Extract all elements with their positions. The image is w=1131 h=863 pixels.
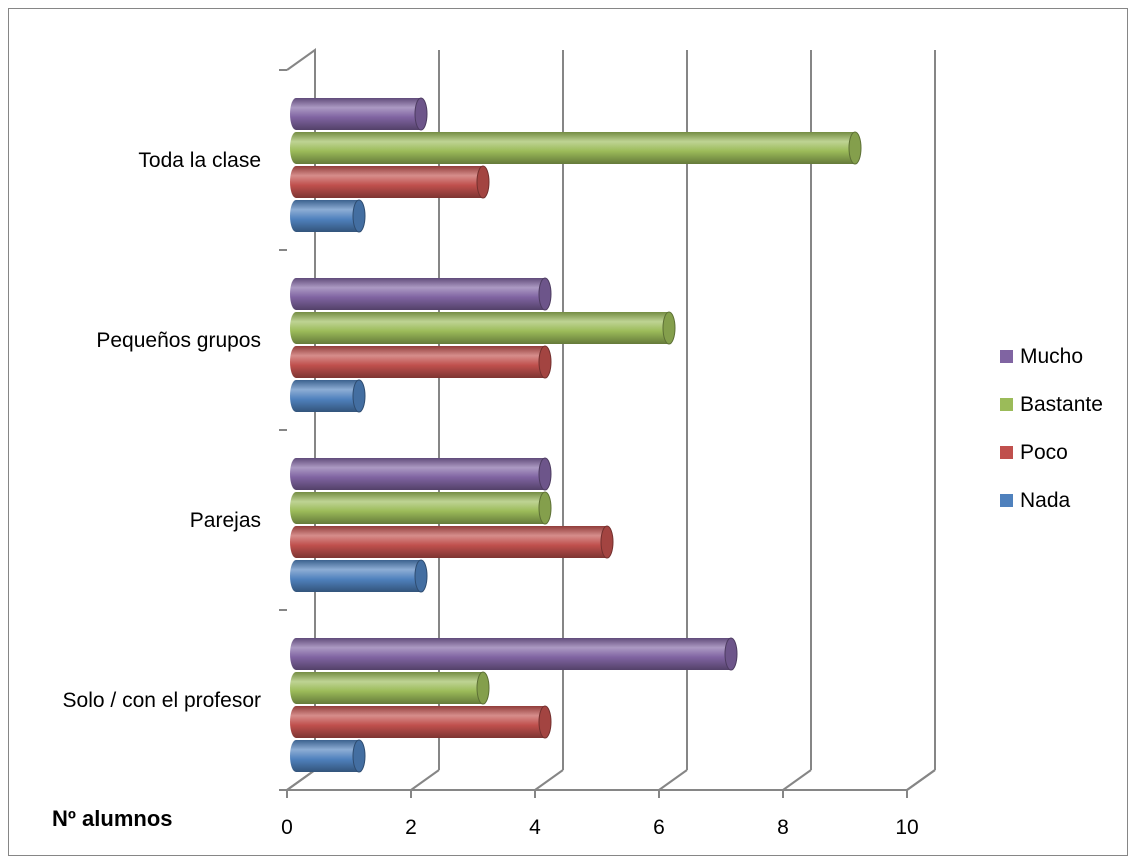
bar-solo-con-el-profesor-poco <box>290 705 552 739</box>
legend-item-nada: Nada <box>1000 489 1071 512</box>
x-tick-label: 2 <box>405 816 417 839</box>
bar-solo-con-el-profesor-mucho <box>290 637 738 671</box>
x-axis-title: Nº alumnos <box>52 806 173 831</box>
bar-parejas-poco <box>290 525 614 559</box>
legend-label: Mucho <box>1020 345 1083 368</box>
bar-solo-con-el-profesor-nada <box>290 739 366 773</box>
floor-gridline <box>534 769 564 791</box>
x-tick-label: 0 <box>281 816 293 839</box>
floor-gridline <box>658 769 688 791</box>
x-axis-depth <box>906 769 936 791</box>
bar-pequenos-grupos-poco <box>290 345 552 379</box>
bars <box>290 97 862 773</box>
bar-toda-la-clase-bastante <box>290 131 862 165</box>
floor-gridline <box>782 769 812 791</box>
legend-item-poco: Poco <box>1000 441 1068 464</box>
legend-swatch <box>1000 350 1013 363</box>
bar-toda-la-clase-poco <box>290 165 490 199</box>
category-label: Pequeños grupos <box>96 329 261 352</box>
legend-swatch <box>1000 494 1013 507</box>
x-tick-label: 4 <box>529 816 541 839</box>
bar-pequenos-grupos-mucho <box>290 277 552 311</box>
category-label: Toda la clase <box>138 149 261 172</box>
legend-label: Bastante <box>1020 393 1103 416</box>
legend-item-bastante: Bastante <box>1000 393 1103 416</box>
floor-gridline <box>410 769 440 791</box>
x-tick-label: 10 <box>895 816 918 839</box>
legend-label: Nada <box>1020 489 1071 512</box>
x-tick-label: 6 <box>653 816 665 839</box>
bar-pequenos-grupos-nada <box>290 379 366 413</box>
legend: Mucho Bastante Poco Nada <box>1000 345 1103 512</box>
labels: 0 2 4 6 8 10 Toda la clase Pequeños grupos Parej… <box>52 149 919 839</box>
category-label: Parejas <box>190 509 261 532</box>
bar-parejas-nada <box>290 559 428 593</box>
bar-parejas-mucho <box>290 457 552 491</box>
x-tick-label: 8 <box>777 816 789 839</box>
floor-gridline <box>286 769 316 791</box>
bar-toda-la-clase-mucho <box>290 97 428 131</box>
legend-item-mucho: Mucho <box>1000 345 1083 368</box>
bar-solo-con-el-profesor-bastante <box>290 671 490 705</box>
legend-swatch <box>1000 446 1013 459</box>
legend-swatch <box>1000 398 1013 411</box>
bar-toda-la-clase-nada <box>290 199 366 233</box>
bar-parejas-bastante <box>290 491 552 525</box>
legend-label: Poco <box>1020 441 1068 464</box>
axes <box>279 69 936 798</box>
bar-pequenos-grupos-bastante <box>290 311 676 345</box>
category-label: Solo / con el profesor <box>63 689 261 712</box>
